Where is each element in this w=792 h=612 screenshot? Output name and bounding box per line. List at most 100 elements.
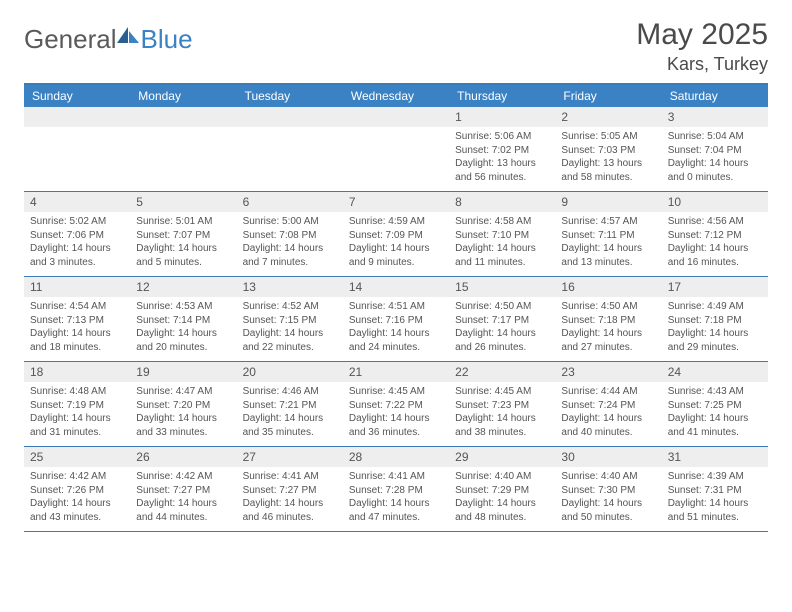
daylight-text: Daylight: 14 hours and 46 minutes. bbox=[243, 497, 337, 524]
week-row: 11Sunrise: 4:54 AMSunset: 7:13 PMDayligh… bbox=[24, 277, 768, 362]
day-content: Sunrise: 4:45 AMSunset: 7:23 PMDaylight:… bbox=[449, 382, 555, 445]
day-number: 21 bbox=[343, 362, 449, 382]
day-cell: 19Sunrise: 4:47 AMSunset: 7:20 PMDayligh… bbox=[130, 362, 236, 446]
day-content: Sunrise: 4:45 AMSunset: 7:22 PMDaylight:… bbox=[343, 382, 449, 445]
location: Kars, Turkey bbox=[636, 54, 768, 75]
daylight-text: Daylight: 14 hours and 38 minutes. bbox=[455, 412, 549, 439]
day-number bbox=[237, 107, 343, 127]
header: General Blue May 2025 Kars, Turkey bbox=[24, 18, 768, 75]
week-row: 18Sunrise: 4:48 AMSunset: 7:19 PMDayligh… bbox=[24, 362, 768, 447]
sunset-text: Sunset: 7:15 PM bbox=[243, 314, 337, 328]
day-number: 14 bbox=[343, 277, 449, 297]
day-content: Sunrise: 5:00 AMSunset: 7:08 PMDaylight:… bbox=[237, 212, 343, 275]
week-row: 4Sunrise: 5:02 AMSunset: 7:06 PMDaylight… bbox=[24, 192, 768, 277]
day-content: Sunrise: 4:43 AMSunset: 7:25 PMDaylight:… bbox=[662, 382, 768, 445]
day-content: Sunrise: 4:57 AMSunset: 7:11 PMDaylight:… bbox=[555, 212, 661, 275]
day-content: Sunrise: 4:51 AMSunset: 7:16 PMDaylight:… bbox=[343, 297, 449, 360]
sunrise-text: Sunrise: 4:53 AM bbox=[136, 300, 230, 314]
day-number: 18 bbox=[24, 362, 130, 382]
sunrise-text: Sunrise: 4:40 AM bbox=[561, 470, 655, 484]
day-cell: 1Sunrise: 5:06 AMSunset: 7:02 PMDaylight… bbox=[449, 107, 555, 191]
sunrise-text: Sunrise: 5:00 AM bbox=[243, 215, 337, 229]
day-cell: 30Sunrise: 4:40 AMSunset: 7:30 PMDayligh… bbox=[555, 447, 661, 531]
sunset-text: Sunset: 7:18 PM bbox=[668, 314, 762, 328]
sunset-text: Sunset: 7:09 PM bbox=[349, 229, 443, 243]
calendar: SundayMondayTuesdayWednesdayThursdayFrid… bbox=[24, 83, 768, 532]
sunrise-text: Sunrise: 4:58 AM bbox=[455, 215, 549, 229]
sunrise-text: Sunrise: 4:46 AM bbox=[243, 385, 337, 399]
day-number: 12 bbox=[130, 277, 236, 297]
sunset-text: Sunset: 7:04 PM bbox=[668, 144, 762, 158]
sunset-text: Sunset: 7:20 PM bbox=[136, 399, 230, 413]
day-cell: 25Sunrise: 4:42 AMSunset: 7:26 PMDayligh… bbox=[24, 447, 130, 531]
day-content: Sunrise: 4:44 AMSunset: 7:24 PMDaylight:… bbox=[555, 382, 661, 445]
day-content: Sunrise: 4:59 AMSunset: 7:09 PMDaylight:… bbox=[343, 212, 449, 275]
sunset-text: Sunset: 7:11 PM bbox=[561, 229, 655, 243]
day-cell: 5Sunrise: 5:01 AMSunset: 7:07 PMDaylight… bbox=[130, 192, 236, 276]
sunset-text: Sunset: 7:13 PM bbox=[30, 314, 124, 328]
day-content: Sunrise: 4:49 AMSunset: 7:18 PMDaylight:… bbox=[662, 297, 768, 360]
sunrise-text: Sunrise: 4:51 AM bbox=[349, 300, 443, 314]
day-cell: 22Sunrise: 4:45 AMSunset: 7:23 PMDayligh… bbox=[449, 362, 555, 446]
sunset-text: Sunset: 7:29 PM bbox=[455, 484, 549, 498]
sunset-text: Sunset: 7:31 PM bbox=[668, 484, 762, 498]
day-number: 27 bbox=[237, 447, 343, 467]
logo-text-right: Blue bbox=[141, 24, 193, 55]
sunrise-text: Sunrise: 4:57 AM bbox=[561, 215, 655, 229]
day-content: Sunrise: 4:52 AMSunset: 7:15 PMDaylight:… bbox=[237, 297, 343, 360]
day-cell bbox=[24, 107, 130, 191]
daylight-text: Daylight: 14 hours and 7 minutes. bbox=[243, 242, 337, 269]
day-content: Sunrise: 5:06 AMSunset: 7:02 PMDaylight:… bbox=[449, 127, 555, 190]
day-number: 26 bbox=[130, 447, 236, 467]
sunset-text: Sunset: 7:21 PM bbox=[243, 399, 337, 413]
sunrise-text: Sunrise: 4:42 AM bbox=[30, 470, 124, 484]
sunset-text: Sunset: 7:14 PM bbox=[136, 314, 230, 328]
day-cell: 18Sunrise: 4:48 AMSunset: 7:19 PMDayligh… bbox=[24, 362, 130, 446]
day-header: Monday bbox=[130, 85, 236, 107]
day-number: 7 bbox=[343, 192, 449, 212]
day-number: 19 bbox=[130, 362, 236, 382]
daylight-text: Daylight: 14 hours and 51 minutes. bbox=[668, 497, 762, 524]
day-header: Wednesday bbox=[343, 85, 449, 107]
day-number: 8 bbox=[449, 192, 555, 212]
daylight-text: Daylight: 14 hours and 43 minutes. bbox=[30, 497, 124, 524]
sunset-text: Sunset: 7:07 PM bbox=[136, 229, 230, 243]
daylight-text: Daylight: 14 hours and 40 minutes. bbox=[561, 412, 655, 439]
day-header: Tuesday bbox=[237, 85, 343, 107]
day-content: Sunrise: 4:53 AMSunset: 7:14 PMDaylight:… bbox=[130, 297, 236, 360]
sunset-text: Sunset: 7:26 PM bbox=[30, 484, 124, 498]
day-number: 10 bbox=[662, 192, 768, 212]
day-number: 4 bbox=[24, 192, 130, 212]
day-content: Sunrise: 4:48 AMSunset: 7:19 PMDaylight:… bbox=[24, 382, 130, 445]
sunrise-text: Sunrise: 4:54 AM bbox=[30, 300, 124, 314]
daylight-text: Daylight: 14 hours and 5 minutes. bbox=[136, 242, 230, 269]
day-cell: 28Sunrise: 4:41 AMSunset: 7:28 PMDayligh… bbox=[343, 447, 449, 531]
day-content: Sunrise: 4:47 AMSunset: 7:20 PMDaylight:… bbox=[130, 382, 236, 445]
sunrise-text: Sunrise: 4:56 AM bbox=[668, 215, 762, 229]
day-number: 24 bbox=[662, 362, 768, 382]
day-number: 2 bbox=[555, 107, 661, 127]
day-content: Sunrise: 4:42 AMSunset: 7:26 PMDaylight:… bbox=[24, 467, 130, 530]
day-cell: 7Sunrise: 4:59 AMSunset: 7:09 PMDaylight… bbox=[343, 192, 449, 276]
day-cell: 12Sunrise: 4:53 AMSunset: 7:14 PMDayligh… bbox=[130, 277, 236, 361]
daylight-text: Daylight: 14 hours and 41 minutes. bbox=[668, 412, 762, 439]
month-title: May 2025 bbox=[636, 18, 768, 52]
day-number bbox=[343, 107, 449, 127]
day-cell: 13Sunrise: 4:52 AMSunset: 7:15 PMDayligh… bbox=[237, 277, 343, 361]
day-number bbox=[24, 107, 130, 127]
day-content: Sunrise: 5:05 AMSunset: 7:03 PMDaylight:… bbox=[555, 127, 661, 190]
day-number: 20 bbox=[237, 362, 343, 382]
day-content: Sunrise: 4:46 AMSunset: 7:21 PMDaylight:… bbox=[237, 382, 343, 445]
daylight-text: Daylight: 14 hours and 9 minutes. bbox=[349, 242, 443, 269]
daylight-text: Daylight: 14 hours and 29 minutes. bbox=[668, 327, 762, 354]
sunrise-text: Sunrise: 4:44 AM bbox=[561, 385, 655, 399]
day-number: 28 bbox=[343, 447, 449, 467]
day-cell: 9Sunrise: 4:57 AMSunset: 7:11 PMDaylight… bbox=[555, 192, 661, 276]
day-number: 22 bbox=[449, 362, 555, 382]
daylight-text: Daylight: 14 hours and 31 minutes. bbox=[30, 412, 124, 439]
day-cell: 21Sunrise: 4:45 AMSunset: 7:22 PMDayligh… bbox=[343, 362, 449, 446]
daylight-text: Daylight: 14 hours and 44 minutes. bbox=[136, 497, 230, 524]
daylight-text: Daylight: 13 hours and 56 minutes. bbox=[455, 157, 549, 184]
sunrise-text: Sunrise: 5:06 AM bbox=[455, 130, 549, 144]
day-number: 1 bbox=[449, 107, 555, 127]
